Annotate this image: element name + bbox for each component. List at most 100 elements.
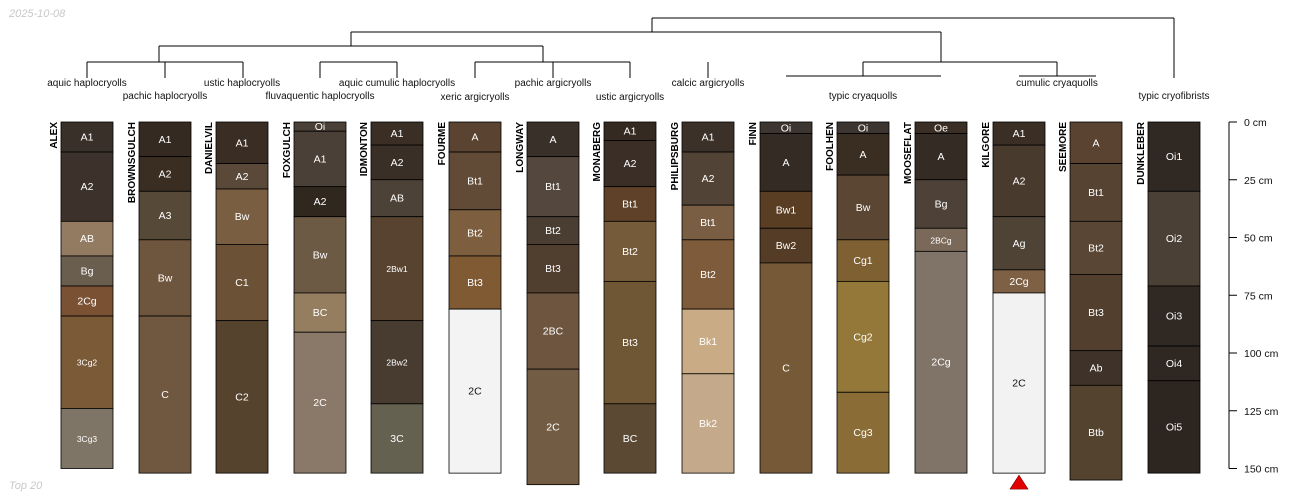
horizon-2cg [60, 285, 114, 317]
horizon-label: 2C [1012, 378, 1026, 390]
profile-monaberg: A1 A2 Bt1 Bt2 Bt3 BC MONABERG [592, 121, 657, 474]
horizon-label: Bk2 [699, 418, 717, 430]
profile-name: SEEMORE [1058, 122, 1069, 172]
profile-danielvil: A1 A2 Bw C1 C2 DANIELVIL [204, 121, 269, 474]
horizon-label: A2 [702, 173, 715, 185]
horizon-label: Oi1 [1166, 151, 1183, 163]
horizon-label: Bt2 [622, 246, 638, 258]
taxon-label: calcic argicryolls [672, 78, 745, 89]
horizon-bw2 [759, 227, 813, 264]
taxon-label: pachic argicryolls [515, 78, 592, 89]
horizon-ab [1069, 350, 1123, 386]
horizon-label: A2 [1013, 175, 1026, 187]
profile-idmonton: A1 A2 AB 2Bw1 2Bw2 3C IDMONTON [359, 121, 424, 474]
horizon-label: Oi3 [1166, 311, 1183, 323]
horizon-oi4 [1147, 345, 1201, 382]
taxon-label: cumulic cryaquolls [1016, 78, 1098, 89]
horizon-a [526, 121, 580, 158]
horizon-label: Bt2 [1088, 242, 1104, 254]
taxon-label: aquic cumulic haplocryolls [339, 78, 455, 89]
horizon-label: Bg [935, 199, 948, 211]
horizon-label: Cg1 [853, 255, 872, 267]
date-label: 2025-10-08 [9, 8, 66, 20]
horizon-3c [370, 403, 424, 474]
depth-tick-label: 100 cm [1244, 348, 1279, 360]
horizon-a2 [293, 186, 347, 218]
horizon-a1 [681, 121, 735, 153]
profile-name: DANIELVIL [204, 122, 215, 174]
profile-dunkleber: Oi1 Oi2 Oi3 Oi4 Oi5 DUNKLEBER [1136, 121, 1201, 474]
horizon-label: A1 [702, 132, 715, 144]
horizon-label: Bw [158, 272, 173, 284]
horizon-bc [293, 292, 347, 333]
horizon-label: A [782, 157, 789, 169]
taxon-label: ustic argicryolls [596, 92, 664, 103]
horizon-label: Bg [81, 265, 94, 277]
profile-alex: A1 A2 AB Bg 2Cg 3Cg2 3Cg3 ALEX [49, 121, 114, 469]
horizon-label: A [471, 132, 478, 144]
horizon-label: Oi [315, 121, 326, 133]
horizon-bt1 [603, 186, 657, 222]
horizon-label: BC [623, 433, 638, 445]
horizon-label: C [161, 389, 169, 401]
horizon-2c [448, 308, 502, 474]
horizon-a2 [215, 163, 269, 190]
horizon-btb [1069, 384, 1123, 481]
profile-mooseflat: Oe A Bg 2BCg 2Cg MOOSEFLAT [903, 121, 968, 474]
profile-name: LONGWAY [515, 122, 526, 173]
horizon-label: Bw1 [776, 204, 797, 216]
horizon-oi1 [1147, 121, 1201, 192]
horizon-label: AB [80, 233, 94, 245]
horizon-label: C [782, 363, 790, 375]
horizon-bt1 [448, 151, 502, 211]
horizon-2c [992, 292, 1046, 474]
horizon-label: Oi [858, 122, 869, 134]
horizon-label: A1 [236, 137, 249, 149]
horizon-label: A1 [159, 134, 172, 146]
horizon-bt1 [526, 156, 580, 218]
horizon-label: 2BC [543, 326, 564, 338]
taxon-label: fluvaquentic haplocryolls [266, 91, 375, 102]
horizon-label: A2 [391, 157, 404, 169]
horizon-ab [60, 220, 114, 257]
horizon-oi3 [1147, 285, 1201, 347]
profile-name: FINN [748, 122, 759, 145]
horizon-oi2 [1147, 190, 1201, 287]
horizon-bt1 [1069, 163, 1123, 222]
horizon-label: Bt1 [467, 175, 483, 187]
horizon-label: 3Cg2 [77, 358, 98, 368]
profile-name: FOURME [437, 122, 448, 166]
horizon-label: 2C [468, 386, 482, 398]
horizon-c [138, 315, 192, 474]
horizon-label: Bt3 [467, 277, 483, 289]
horizon-label: Bt3 [545, 263, 561, 275]
taxon-label: typic cryofibrists [1138, 91, 1209, 102]
taxon-label: xeric argicryolls [441, 92, 510, 103]
horizon-label: A1 [314, 153, 327, 165]
horizon-2bw1 [370, 216, 424, 322]
horizon-3cg2 [60, 315, 114, 409]
horizon-bw [293, 216, 347, 294]
horizon-ab [370, 179, 424, 218]
horizon-label: C1 [235, 277, 249, 289]
horizon-bk2 [681, 373, 735, 474]
taxon-label: ustic haplocryolls [204, 78, 280, 89]
depth-tick-label: 50 cm [1244, 233, 1273, 245]
profile-foxgulch: Oi A1 A2 Bw BC 2C FOXGULCH [282, 121, 347, 474]
horizon-label: Oi5 [1166, 421, 1183, 433]
horizon-bg [914, 179, 968, 229]
horizon-bt2 [1069, 220, 1123, 275]
horizon-a [836, 133, 890, 176]
horizon-a [448, 121, 502, 153]
horizon-label: Bt1 [622, 199, 638, 211]
horizon-label: Cg2 [853, 331, 872, 343]
horizon-label: 2C [546, 421, 560, 433]
horizon-label: Bw [856, 202, 871, 214]
horizon-label: A [549, 134, 556, 146]
horizon-bk1 [681, 308, 735, 375]
horizon-cg3 [836, 391, 890, 474]
horizon-label: Bt1 [1088, 187, 1104, 199]
horizon-bw [215, 188, 269, 245]
horizon-label: A2 [624, 158, 637, 170]
